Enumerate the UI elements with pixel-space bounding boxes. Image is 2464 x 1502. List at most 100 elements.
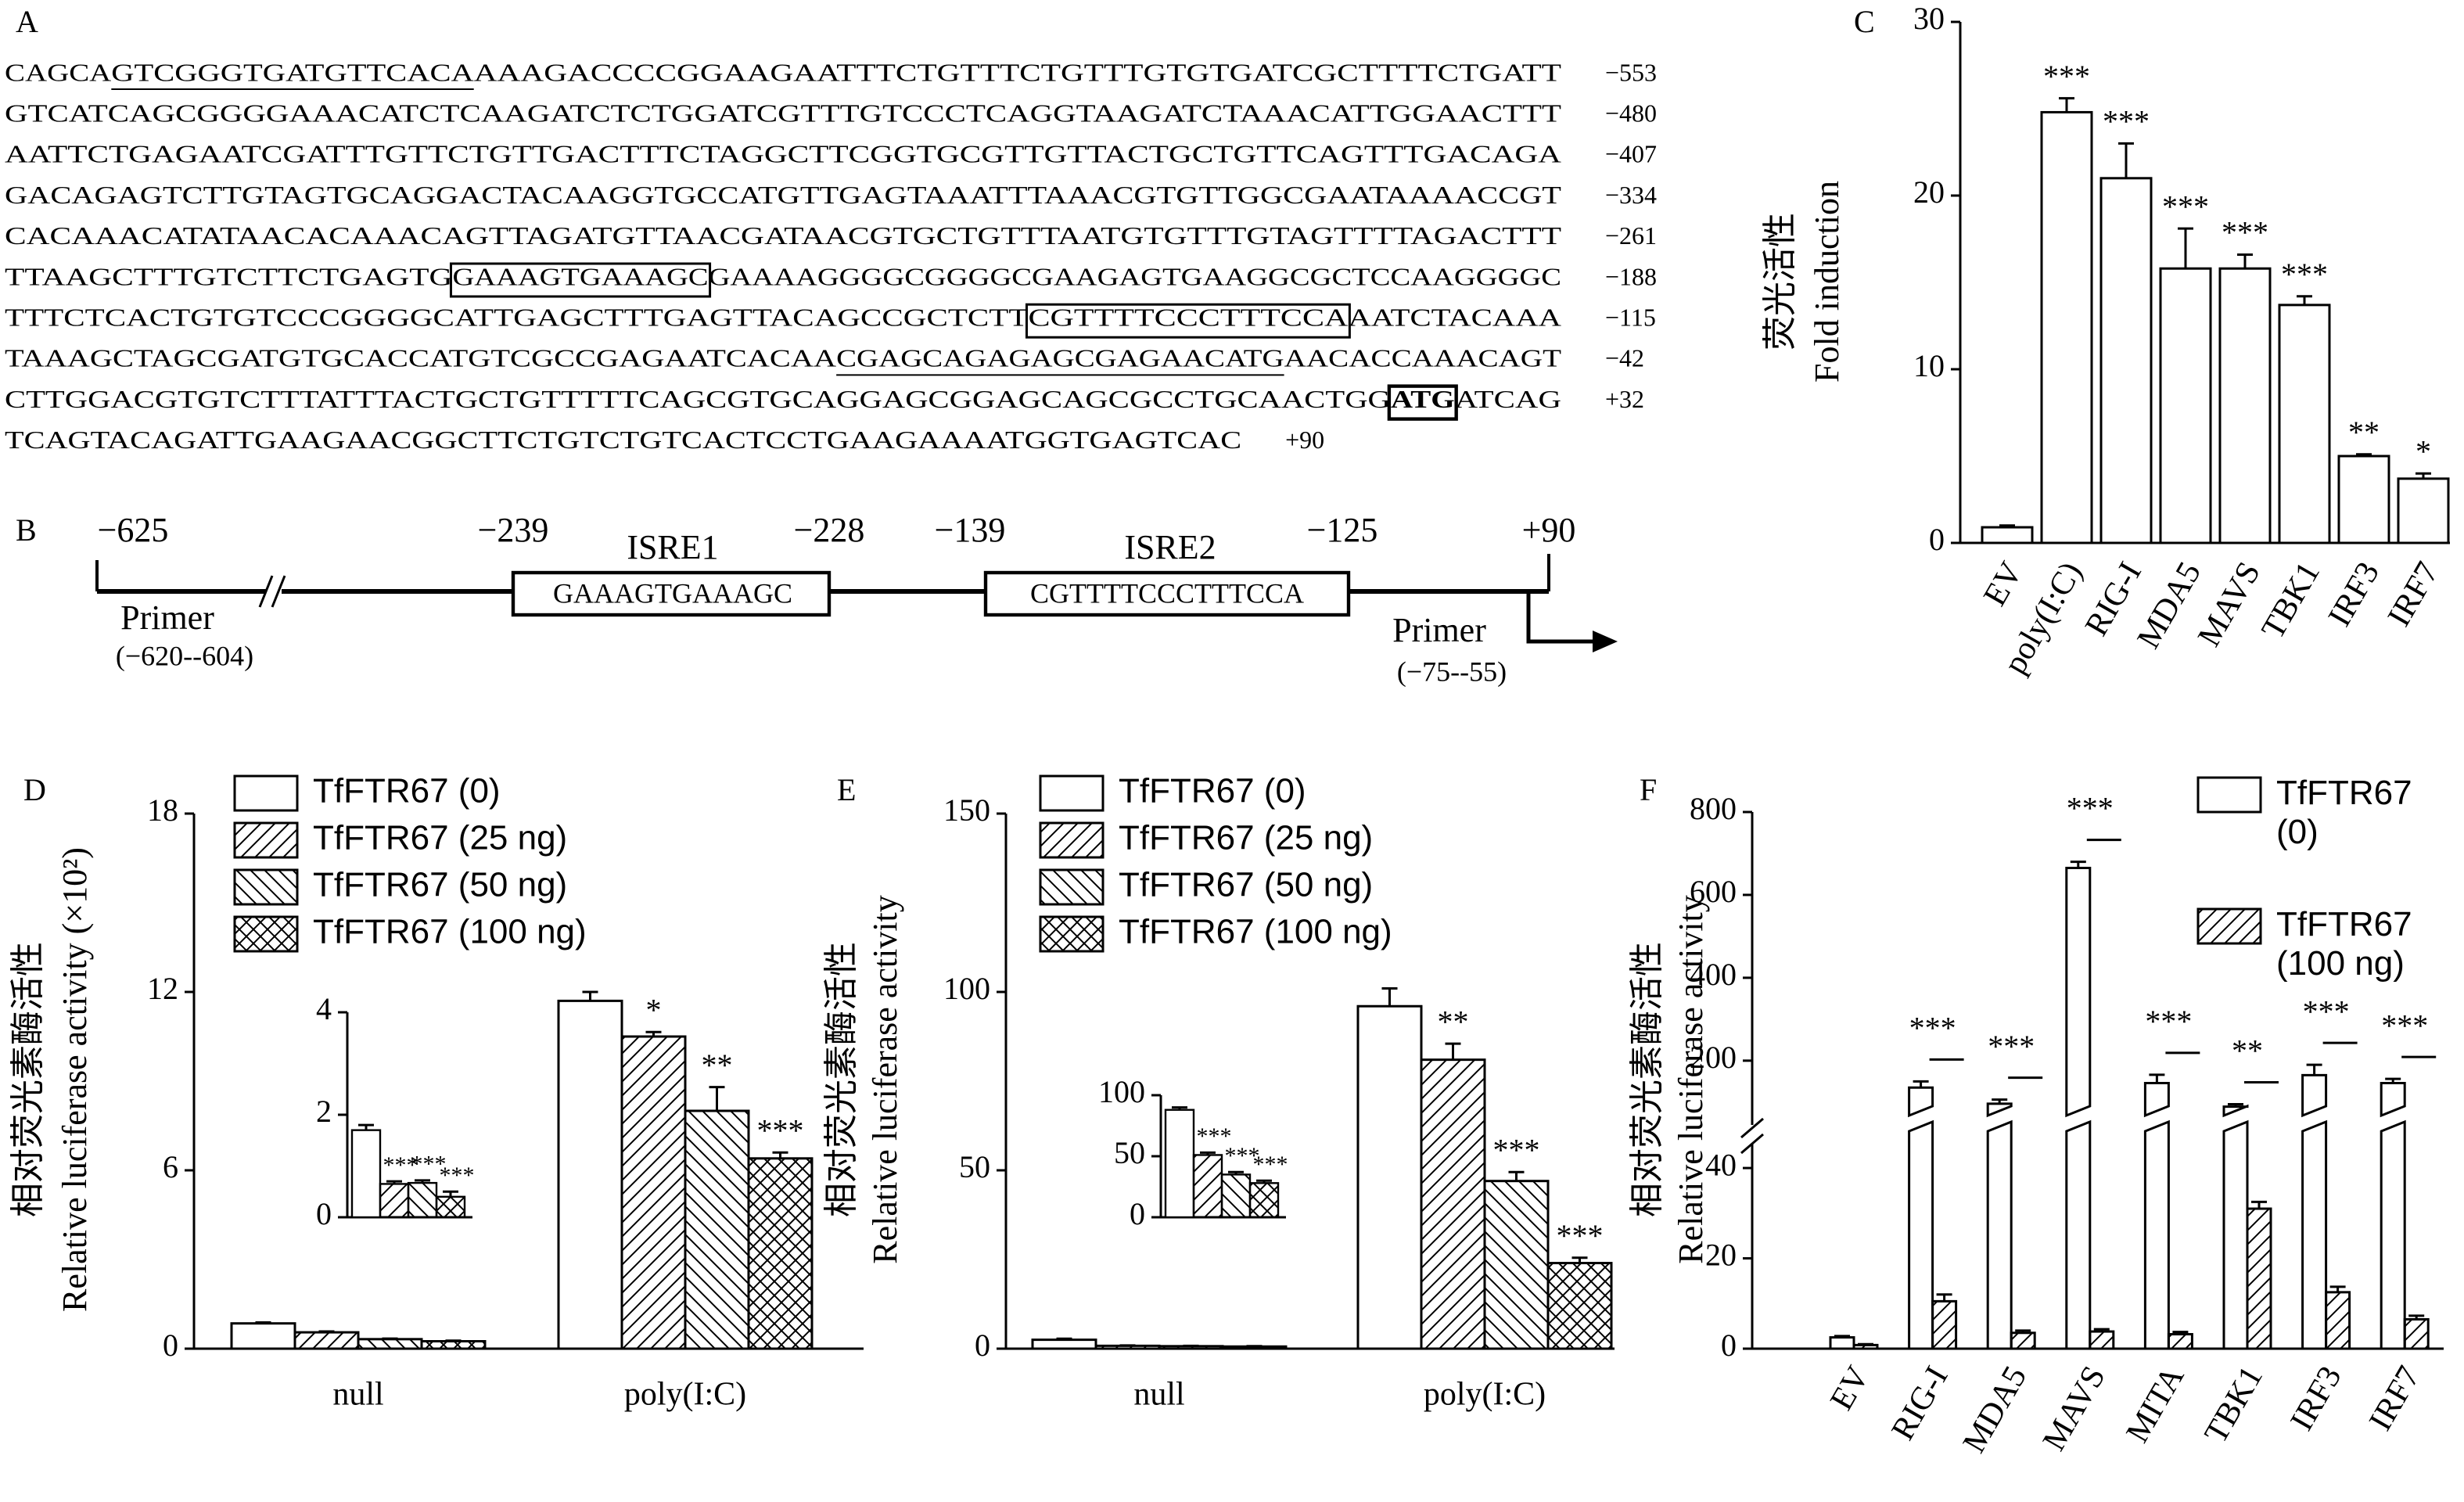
significance: ***	[2103, 104, 2150, 139]
element-label: ISRE2	[1124, 528, 1216, 566]
bar	[357, 1338, 423, 1350]
break-mark	[271, 575, 286, 608]
bar	[1356, 1004, 1423, 1350]
element-sequence: GAAAGTGAAAGC	[553, 577, 792, 609]
sequence-segment: CTTGGACGTGTCTTTATTTACTGCTGTTTTTCAGCGTGCA…	[5, 385, 1391, 413]
legend-line: (100 ng)	[2276, 944, 2405, 983]
y-tick-label: 400	[1690, 957, 1737, 992]
sequence-segment: GTCATCAGCGGGGAAACATCTCAAGATCTCTGGATCGTTT…	[5, 99, 1562, 128]
x-tick-label: null	[1133, 1377, 1184, 1413]
error-bar	[2416, 472, 2431, 479]
bar	[2218, 267, 2272, 544]
legend-swatch	[2196, 907, 2262, 945]
significance: ***	[2381, 1008, 2428, 1043]
axis-break	[1740, 1117, 1764, 1139]
error-bar	[2172, 1331, 2189, 1335]
error-bar	[2228, 1102, 2243, 1107]
inset-bar	[350, 1129, 382, 1219]
position-label: −625	[98, 511, 169, 549]
bar	[2222, 1104, 2249, 1350]
legend-line: TfFTR67	[2276, 905, 2422, 943]
bar	[747, 1157, 814, 1350]
position-label: +90	[1285, 426, 1324, 454]
bar	[2301, 1073, 2328, 1350]
element-label: ISRE1	[627, 528, 718, 566]
significance: ***	[440, 1162, 475, 1188]
y-axis-label: 荧光活性	[1761, 213, 1799, 350]
error-bar	[255, 1321, 271, 1324]
legend-label: TfFTR67 (0)	[313, 772, 501, 810]
position-label: −261	[1605, 221, 1657, 250]
error-bar	[2118, 142, 2134, 178]
position-label: −239	[478, 511, 549, 549]
error-bar	[2149, 1073, 2165, 1083]
break-mark	[258, 575, 274, 608]
y-tick-label: 50	[1114, 1135, 1145, 1170]
significance: ***	[2067, 791, 2114, 826]
y-axis-label: Relative luciferase activity (×10²)	[56, 847, 94, 1312]
isre-box	[511, 570, 832, 617]
sequence-segment: TTAAGCTTTGTCTTCTGAGTG	[5, 262, 452, 290]
y-tick-label: 200	[1690, 1040, 1737, 1075]
significance: ***	[1197, 1123, 1232, 1149]
legend-swatch	[233, 774, 299, 812]
position-label: +90	[1522, 511, 1576, 549]
panel-label: E	[837, 772, 856, 807]
significance: ***	[1988, 1029, 2035, 1064]
significance: ***	[1225, 1143, 1260, 1169]
bar	[1931, 1299, 1958, 1350]
sequence-segment: GTCGGGTGATGTTCACA	[111, 58, 473, 86]
element-sequence: CGTTTTCCCTTTCCA	[1030, 577, 1304, 609]
y-tick-label: 12	[147, 971, 178, 1006]
legend-swatch	[233, 868, 299, 906]
x-tick-label: null	[332, 1377, 383, 1413]
legend-label: TfFTR67 (25 ng)	[313, 819, 567, 857]
inset-bar	[1220, 1173, 1252, 1219]
sequence-box	[1387, 384, 1458, 421]
y-tick-label: 0	[1929, 522, 1945, 557]
significance: **	[2348, 415, 2380, 450]
y-tick-label: 150	[943, 792, 990, 828]
inset-bar	[1192, 1154, 1223, 1219]
y-tick-label: 2	[316, 1094, 332, 1129]
y-axis-label: 相对荧光素酶活性	[9, 942, 47, 1217]
y-tick-label: 0	[1130, 1196, 1145, 1231]
sequence-segment: GACAGAGTCTTGTAGTGCAGGACTACAAGGTGCCATGTTG…	[5, 181, 1562, 209]
legend-label: TfFTR67 (50 ng)	[313, 866, 567, 904]
y-tick-label: 40	[1705, 1147, 1737, 1182]
inset-bar	[435, 1195, 466, 1219]
significance: ***	[1557, 1218, 1604, 1253]
y-axis-label: Fold induction	[1808, 181, 1846, 383]
bar	[620, 1035, 687, 1350]
position-label: −334	[1605, 181, 1657, 209]
y-tick-label: 0	[316, 1196, 332, 1231]
panel-label: A	[16, 4, 38, 39]
error-bar	[318, 1330, 335, 1333]
sequence-segment: CGTTTTCCCTTTCCA	[1028, 304, 1348, 332]
error-bar	[1508, 1170, 1525, 1181]
bar	[2065, 867, 2092, 1350]
y-axis-label: 相对荧光素酶活性	[822, 942, 860, 1217]
sequence-segment: AACACCAAACAGT	[1284, 344, 1562, 372]
error-bar	[1999, 524, 2015, 528]
sequence-box	[449, 262, 712, 298]
significance: ***	[2281, 257, 2328, 292]
significance: *	[646, 992, 662, 1027]
y-tick-label: 0	[1721, 1328, 1737, 1363]
bar	[1829, 1336, 1855, 1350]
inset-bar	[379, 1183, 410, 1219]
bar	[1908, 1086, 1934, 1350]
bar	[1483, 1180, 1550, 1350]
legend-swatch	[1039, 915, 1104, 953]
axis-break	[1740, 1133, 1764, 1155]
y-tick-label: 30	[1913, 1, 1945, 36]
bar	[2159, 267, 2212, 544]
bar	[2246, 1207, 2272, 1350]
significance: ***	[757, 1112, 804, 1148]
position-label: −42	[1605, 344, 1644, 372]
y-tick-label: 800	[1690, 791, 1737, 826]
position-label: −188	[1605, 262, 1657, 290]
error-bar	[2408, 1314, 2425, 1320]
primer-range: (−75--55)	[1397, 656, 1507, 687]
